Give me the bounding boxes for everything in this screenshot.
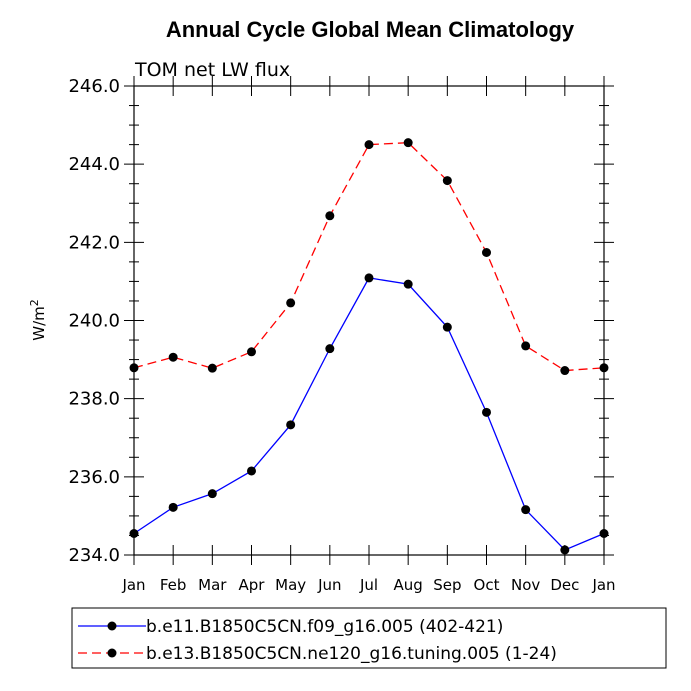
series-1-point bbox=[560, 545, 570, 555]
series-line-2 bbox=[133, 142, 605, 372]
svg-text:W/m2: W/m2 bbox=[28, 299, 48, 341]
y-axis-label-superscript: 2 bbox=[28, 299, 41, 306]
series-line-1 bbox=[133, 277, 605, 551]
x-tick-label: May bbox=[275, 576, 306, 594]
series-1-point bbox=[521, 505, 531, 515]
chart-title: Annual Cycle Global Mean Climatology bbox=[166, 17, 575, 42]
x-tick-label: Dec bbox=[550, 576, 579, 594]
y-tick-label: 240.0 bbox=[68, 311, 120, 332]
y-axis-label-text: W/m bbox=[30, 306, 48, 341]
x-tick-labels: Jan Feb Mar Apr May Jun Jul Aug Sep Oct Nov Dec Jan bbox=[121, 576, 615, 594]
series-2-point bbox=[442, 176, 452, 186]
y-tick-label: 236.0 bbox=[68, 467, 120, 488]
series-1-point bbox=[364, 273, 374, 283]
series-2-point bbox=[482, 247, 491, 257]
x-tick-label: Apr bbox=[239, 576, 266, 594]
x-tick-label: Sep bbox=[433, 576, 461, 594]
tick-marks bbox=[124, 76, 614, 565]
y-axis-label: W/m2 bbox=[28, 299, 48, 341]
y-tick-label: 242.0 bbox=[68, 232, 120, 253]
series-1-point bbox=[442, 322, 452, 332]
x-tick-label: Jul bbox=[359, 576, 378, 594]
legend-marker-1 bbox=[107, 621, 117, 631]
series-2-point bbox=[403, 138, 413, 148]
x-tick-label: Jan bbox=[591, 576, 615, 594]
series-2-point bbox=[560, 366, 570, 376]
series-2-point bbox=[325, 211, 335, 221]
x-tick-label: Oct bbox=[474, 576, 500, 594]
series-1-point bbox=[599, 529, 609, 539]
legend-label-1: b.e11.B1850C5CN.f09_g16.005 (402-421) bbox=[146, 617, 503, 637]
x-tick-label: Jun bbox=[317, 576, 341, 594]
series-1-point bbox=[168, 502, 178, 512]
series-2-point bbox=[364, 140, 374, 150]
series-1-point bbox=[207, 489, 217, 499]
series-1-point bbox=[403, 279, 413, 289]
legend-label-2: b.e13.B1850C5CN.ne120_g16.tuning.005 (1-… bbox=[146, 644, 557, 664]
x-tick-label: Aug bbox=[394, 576, 423, 594]
y-tick-label: 238.0 bbox=[68, 389, 120, 410]
legend-box bbox=[71, 607, 667, 669]
x-tick-label: Feb bbox=[160, 576, 187, 594]
series-2-point bbox=[168, 352, 178, 362]
series-1-point bbox=[325, 344, 335, 354]
legend-marker-2 bbox=[107, 648, 117, 658]
x-tick-label: Jan bbox=[121, 576, 145, 594]
series-layer bbox=[129, 138, 609, 555]
series-2-point bbox=[129, 363, 139, 373]
series-1-point bbox=[129, 529, 139, 539]
x-tick-label: Mar bbox=[198, 576, 227, 594]
series-2-point bbox=[521, 341, 531, 351]
y-tick-labels: 234.0 236.0 238.0 240.0 242.0 244.0 246.0 bbox=[68, 76, 120, 566]
series-1-point bbox=[247, 466, 256, 476]
plot-frame bbox=[133, 85, 605, 556]
series-2-point bbox=[599, 363, 609, 373]
series-2-point bbox=[247, 347, 256, 357]
series-1-point bbox=[482, 407, 491, 417]
y-tick-label: 246.0 bbox=[68, 76, 120, 97]
x-tick-label: Nov bbox=[511, 576, 540, 594]
chart-subtitle: TOM net LW flux bbox=[134, 59, 290, 81]
series-2-point bbox=[286, 298, 296, 308]
series-2-point bbox=[207, 363, 217, 373]
y-tick-label: 234.0 bbox=[68, 545, 120, 566]
legend: b.e11.B1850C5CN.f09_g16.005 (402-421) b.e… bbox=[78, 617, 557, 664]
series-1-point bbox=[286, 420, 296, 430]
y-tick-label: 244.0 bbox=[68, 154, 120, 175]
